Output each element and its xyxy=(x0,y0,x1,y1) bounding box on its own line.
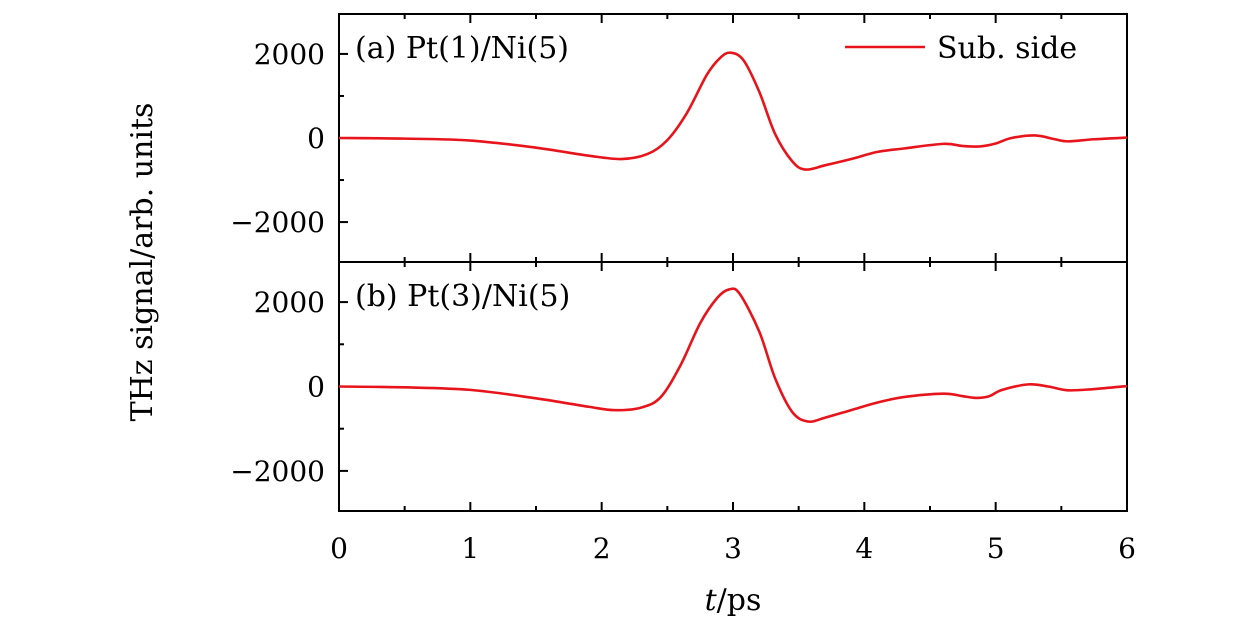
panel-b: −2000 0 2000 (b) Pt(3)/Ni(5) xyxy=(230,261,1128,512)
x-tick-label: 1 xyxy=(461,532,479,565)
series-line-sub-side xyxy=(338,51,1128,171)
x-axis-label-italic: t xyxy=(705,583,718,618)
y-axis-label: THz signal/arb. units xyxy=(125,103,160,422)
x-tick-label: 6 xyxy=(1118,532,1136,565)
y-tick-label: 0 xyxy=(307,122,325,155)
y-tick-label: 2000 xyxy=(254,286,325,319)
y-tick-label: 2000 xyxy=(254,38,325,71)
panel-label: (a) Pt(1)/Ni(5) xyxy=(355,31,569,66)
legend-label: Sub. side xyxy=(937,31,1077,66)
panel-a: −2000 0 2000 (a) Pt(1)/Ni(5) Sub. side xyxy=(230,13,1128,263)
x-tick-label: 5 xyxy=(987,532,1005,565)
x-axis-label-unit: /ps xyxy=(717,583,762,618)
y-tick-label: −2000 xyxy=(230,206,325,239)
y-tick-label: −2000 xyxy=(230,455,325,488)
panel-label: (b) Pt(3)/Ni(5) xyxy=(355,279,570,314)
series-line-sub-side xyxy=(338,287,1128,424)
x-tick-label: 3 xyxy=(724,532,742,565)
x-tick-label: 0 xyxy=(330,532,348,565)
x-axis-label: t/ps xyxy=(705,583,762,618)
y-tick-label: 0 xyxy=(307,371,325,404)
x-tick-label: 4 xyxy=(855,532,873,565)
x-tick-label: 2 xyxy=(593,532,611,565)
